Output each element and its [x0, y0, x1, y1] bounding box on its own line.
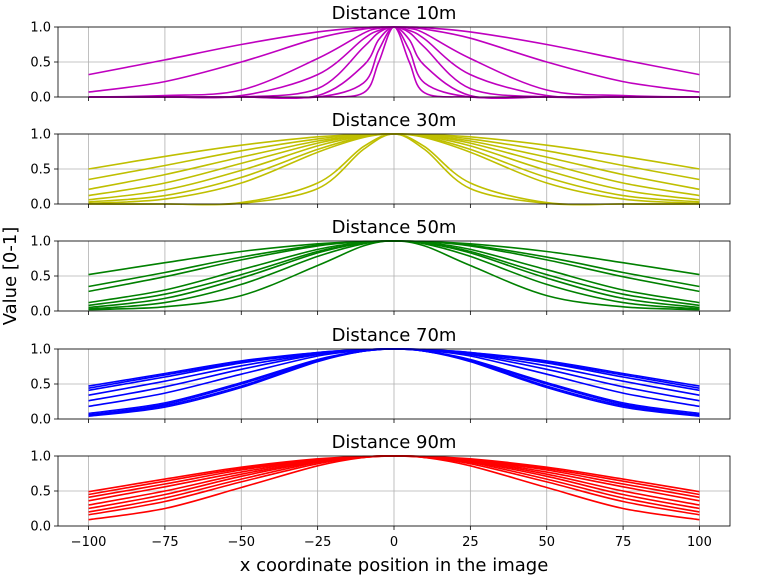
y-tick-label: 0.0	[30, 413, 51, 428]
x-tick-label: −25	[304, 535, 331, 550]
y-tick-label: 1.0	[30, 128, 51, 143]
y-tick-label: 0.5	[30, 270, 51, 285]
y-axis-label: Value [0-1]	[0, 227, 21, 326]
x-tick-label: 25	[462, 535, 479, 550]
y-tick-label: 0.0	[30, 305, 51, 320]
y-tick-label: 0.0	[30, 91, 51, 106]
x-tick-label: 100	[687, 535, 712, 550]
x-tick-label: 0	[390, 535, 398, 550]
subplot-title: Distance 30m	[332, 110, 457, 131]
x-tick-label: −75	[151, 535, 178, 550]
y-tick-label: 0.5	[30, 485, 51, 500]
x-tick-label: −100	[71, 535, 107, 550]
subplot-title: Distance 50m	[332, 217, 457, 238]
y-tick-label: 0.0	[30, 198, 51, 213]
subplot-title: Distance 70m	[332, 325, 457, 346]
y-tick-label: 1.0	[30, 21, 51, 36]
y-tick-label: 1.0	[30, 235, 51, 250]
y-tick-label: 1.0	[30, 343, 51, 358]
y-tick-label: 0.5	[30, 163, 51, 178]
subplot-title: Distance 90m	[332, 432, 457, 453]
x-axis-label: x coordinate position in the image	[240, 555, 549, 575]
y-tick-label: 0.5	[30, 378, 51, 393]
x-tick-label: 75	[615, 535, 632, 550]
y-tick-label: 1.0	[30, 450, 51, 465]
y-tick-label: 0.0	[30, 520, 51, 535]
x-axis-ticks: −100 −75 −50 −25 0 25 50 75 100	[71, 535, 712, 550]
subplot-title: Distance 10m	[332, 3, 457, 24]
x-tick-label: −50	[228, 535, 255, 550]
y-tick-label: 0.5	[30, 56, 51, 71]
x-tick-label: 50	[538, 535, 555, 550]
